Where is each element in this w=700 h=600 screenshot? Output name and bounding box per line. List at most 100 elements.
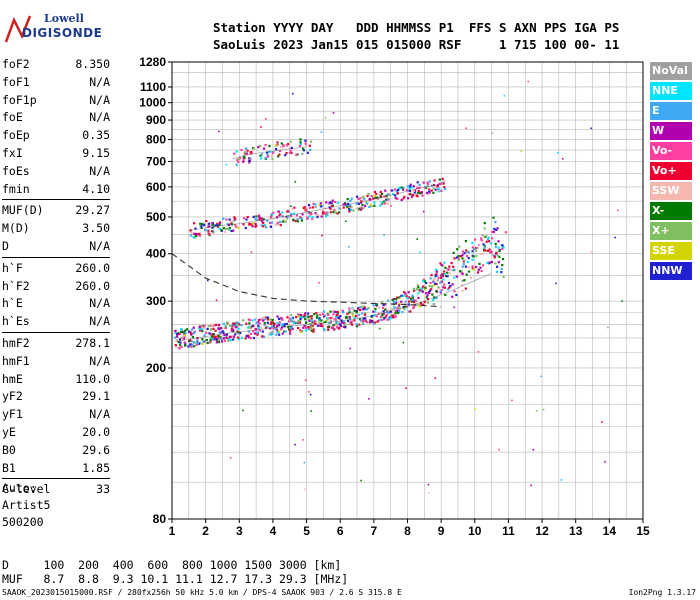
echo-point: [363, 306, 366, 309]
echo-point: [382, 310, 385, 313]
echo-point: [319, 202, 322, 205]
echo-point: [316, 213, 319, 216]
echo-point: [271, 318, 274, 322]
echo-point: [232, 338, 235, 341]
echo-point: [221, 337, 224, 340]
echo-point: [276, 141, 279, 144]
echo-point: [368, 205, 371, 209]
echo-point: [322, 315, 326, 318]
echo-point: [309, 140, 313, 143]
echo-point: [287, 326, 290, 329]
echo-point: [276, 329, 279, 332]
echo-point: [353, 309, 356, 312]
echo-point: [500, 267, 503, 271]
echo-point: [493, 254, 496, 258]
echo-point: [219, 335, 222, 339]
echo-point: [372, 310, 375, 313]
echo-point: [299, 216, 302, 219]
echo-point: [490, 260, 493, 264]
echo-point: [420, 287, 423, 290]
echo-point: [424, 286, 427, 289]
echo-point: [201, 329, 204, 333]
echo-point: [408, 310, 411, 313]
echo-point: [300, 316, 303, 319]
echo-point: [195, 232, 198, 236]
noise-point: [530, 484, 532, 487]
echo-point: [281, 215, 284, 218]
echo-point: [412, 189, 415, 193]
x-tick-label: 13: [569, 524, 583, 538]
echo-point: [298, 321, 301, 324]
echo-point: [289, 140, 292, 143]
echo-point: [478, 262, 481, 266]
param-row: yF2 29.1: [2, 388, 110, 406]
echo-point: [248, 161, 251, 164]
noise-point: [349, 347, 352, 350]
echo-point: [232, 229, 235, 232]
echo-point: [484, 249, 488, 252]
echo-point: [292, 218, 295, 221]
echo-point: [423, 288, 427, 291]
param-row: hmF2 278.1: [2, 335, 110, 353]
echo-point: [342, 325, 346, 328]
echo-point: [274, 148, 278, 151]
echo-point: [280, 326, 284, 329]
echo-point: [280, 317, 283, 320]
echo-point: [203, 324, 206, 327]
echo-point: [224, 230, 227, 233]
echo-point: [361, 312, 364, 315]
echo-point: [315, 316, 318, 319]
param-name: yF2: [2, 389, 23, 404]
echo-point: [410, 195, 414, 198]
echo-point: [187, 345, 190, 348]
echo-point: [501, 244, 504, 247]
y-tick-label: 1100: [140, 80, 166, 94]
echo-point: [476, 271, 480, 274]
echo-point: [190, 345, 193, 348]
echo-point: [280, 142, 283, 145]
noise-point: [303, 488, 306, 490]
echo-point: [174, 343, 177, 347]
echo-point: [432, 298, 435, 302]
echo-point: [254, 217, 257, 221]
echo-point: [413, 301, 416, 304]
param-name: D: [2, 238, 9, 253]
echo-point: [423, 300, 426, 304]
echo-point: [381, 313, 384, 316]
param-value: 110.0: [75, 371, 110, 386]
param-row: h`Es N/A: [2, 313, 110, 331]
echo-point: [252, 147, 255, 150]
echo-point: [474, 265, 478, 269]
echo-point: [288, 330, 292, 333]
echo-point: [466, 260, 469, 264]
echo-point: [192, 341, 195, 344]
echo-point: [304, 209, 307, 212]
echo-point: [295, 316, 298, 319]
echo-point: [425, 191, 429, 195]
echo-point: [266, 318, 270, 321]
auto-label: Auto:: [2, 481, 37, 495]
echo-point: [327, 328, 330, 331]
echo-point: [216, 334, 219, 338]
echo-point: [266, 321, 269, 324]
echo-point: [263, 224, 266, 227]
echo-point: [281, 332, 284, 335]
echo-point: [384, 303, 387, 306]
echo-point: [262, 221, 265, 225]
echo-point: [212, 338, 216, 341]
echo-point: [477, 268, 480, 271]
echo-point: [356, 209, 359, 212]
echo-point: [301, 330, 304, 333]
echo-point: [453, 257, 456, 260]
echo-point: [274, 144, 277, 147]
param-value: N/A: [89, 407, 110, 422]
echo-point: [322, 327, 326, 330]
echo-point: [390, 312, 393, 315]
noise-point: [511, 399, 513, 402]
echo-point: [455, 275, 458, 278]
param-value: 33: [96, 482, 110, 497]
echo-point: [238, 323, 241, 326]
echo-point: [325, 317, 329, 320]
echo-point: [385, 198, 388, 201]
echo-point: [374, 310, 377, 313]
